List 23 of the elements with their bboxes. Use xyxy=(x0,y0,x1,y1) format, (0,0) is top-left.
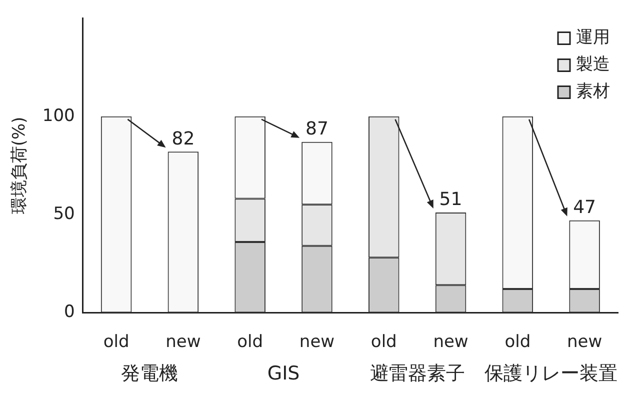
x-tick-label: new xyxy=(433,332,468,352)
x-tick-label: old xyxy=(504,332,531,352)
total-label: 87 xyxy=(306,118,328,140)
text: GIS xyxy=(267,362,300,385)
x-tick-label: old xyxy=(103,332,130,352)
legend-label: 製造 xyxy=(576,54,610,75)
x-tick-label: old xyxy=(370,332,397,352)
y-tick-label: 100 xyxy=(42,106,75,126)
total-label: 82 xyxy=(172,128,195,150)
total-label: 51 xyxy=(439,189,462,210)
legend-label: 素材 xyxy=(576,82,610,102)
text: 保護リレー装置 xyxy=(484,362,618,385)
text: 発電機 xyxy=(121,362,178,385)
y-tick-label: 0 xyxy=(64,302,75,322)
text: 避雷器素子 xyxy=(370,362,465,385)
x-tick-label: old xyxy=(237,332,264,352)
x-tick-label: new xyxy=(166,332,201,352)
x-tick-label: new xyxy=(299,332,335,352)
y-tick-label: 50 xyxy=(53,204,75,224)
x-tick-label: new xyxy=(566,332,602,352)
total-label: 47 xyxy=(573,197,596,218)
legend-label: 運用 xyxy=(576,28,610,48)
y-axis-title: 環境負荷(%) xyxy=(10,116,30,214)
